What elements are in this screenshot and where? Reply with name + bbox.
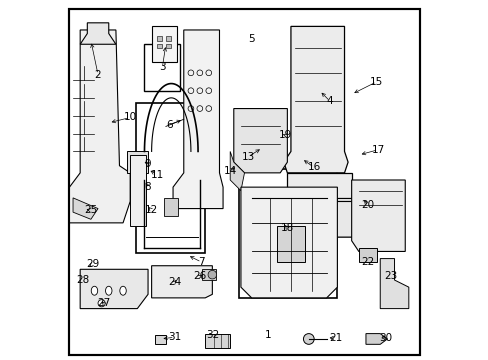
Text: 9: 9 bbox=[144, 159, 151, 169]
Polygon shape bbox=[80, 23, 116, 44]
Bar bbox=[157, 36, 162, 41]
Ellipse shape bbox=[91, 286, 98, 295]
Ellipse shape bbox=[120, 286, 126, 295]
Text: 2: 2 bbox=[95, 69, 101, 80]
Text: 4: 4 bbox=[326, 96, 333, 107]
Polygon shape bbox=[164, 198, 178, 216]
Text: 31: 31 bbox=[168, 332, 181, 342]
Text: 16: 16 bbox=[307, 162, 320, 172]
Text: 5: 5 bbox=[248, 34, 254, 44]
Text: 15: 15 bbox=[369, 77, 383, 87]
Text: 1: 1 bbox=[264, 330, 270, 341]
Ellipse shape bbox=[105, 286, 112, 295]
Text: 13: 13 bbox=[241, 152, 254, 162]
Circle shape bbox=[98, 300, 105, 307]
Bar bbox=[165, 44, 171, 48]
Text: 28: 28 bbox=[76, 275, 89, 285]
Polygon shape bbox=[80, 269, 148, 309]
Bar bbox=[144, 44, 180, 91]
Polygon shape bbox=[173, 30, 223, 208]
Bar bbox=[165, 36, 171, 41]
Text: 23: 23 bbox=[384, 271, 397, 282]
Bar bbox=[155, 336, 165, 344]
Polygon shape bbox=[287, 202, 358, 237]
Text: 29: 29 bbox=[86, 259, 99, 269]
Polygon shape bbox=[130, 155, 146, 226]
Text: 32: 32 bbox=[205, 330, 219, 341]
Polygon shape bbox=[380, 258, 408, 309]
Polygon shape bbox=[73, 198, 98, 219]
Circle shape bbox=[303, 334, 313, 344]
Text: 21: 21 bbox=[328, 333, 342, 343]
Text: 14: 14 bbox=[223, 166, 236, 176]
Polygon shape bbox=[283, 26, 347, 173]
Text: 30: 30 bbox=[378, 333, 391, 343]
Text: 25: 25 bbox=[84, 205, 97, 215]
Text: 26: 26 bbox=[193, 271, 206, 282]
Polygon shape bbox=[230, 152, 244, 191]
Bar bbox=[151, 26, 176, 62]
Text: 27: 27 bbox=[97, 298, 110, 308]
Polygon shape bbox=[365, 334, 386, 344]
Text: 18: 18 bbox=[280, 223, 293, 233]
Polygon shape bbox=[351, 180, 405, 251]
Polygon shape bbox=[287, 173, 351, 198]
Text: 22: 22 bbox=[360, 257, 374, 267]
Bar bbox=[276, 226, 305, 262]
Bar bbox=[205, 334, 230, 348]
Text: 11: 11 bbox=[150, 170, 163, 180]
Polygon shape bbox=[126, 152, 148, 173]
Circle shape bbox=[207, 270, 216, 279]
Text: 10: 10 bbox=[123, 112, 137, 122]
Polygon shape bbox=[241, 187, 337, 298]
Text: 12: 12 bbox=[145, 205, 158, 215]
Bar bbox=[135, 103, 205, 253]
Text: 17: 17 bbox=[371, 145, 384, 155]
Text: 19: 19 bbox=[278, 130, 292, 140]
Text: 24: 24 bbox=[168, 277, 181, 287]
Bar bbox=[157, 44, 162, 48]
Text: 3: 3 bbox=[159, 63, 165, 72]
Text: 7: 7 bbox=[198, 257, 204, 267]
Polygon shape bbox=[151, 266, 212, 298]
Bar bbox=[201, 269, 216, 280]
Text: 6: 6 bbox=[166, 120, 172, 130]
Bar bbox=[358, 248, 376, 262]
Polygon shape bbox=[233, 109, 287, 173]
Text: 8: 8 bbox=[144, 182, 151, 192]
Bar bbox=[239, 169, 337, 298]
Text: 20: 20 bbox=[361, 200, 373, 210]
Polygon shape bbox=[69, 30, 130, 223]
